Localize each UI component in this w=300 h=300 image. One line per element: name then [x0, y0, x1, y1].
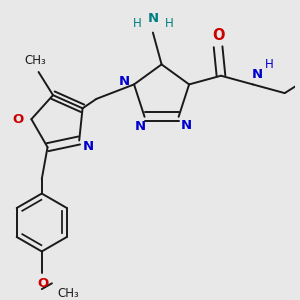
Text: H: H: [133, 17, 141, 30]
Text: O: O: [212, 28, 224, 43]
Text: O: O: [38, 277, 49, 290]
Text: N: N: [135, 120, 146, 134]
Text: O: O: [13, 113, 24, 126]
Text: N: N: [180, 119, 191, 132]
Text: N: N: [252, 68, 263, 81]
Text: H: H: [164, 17, 173, 30]
Text: H: H: [264, 58, 273, 70]
Text: N: N: [82, 140, 93, 153]
Text: N: N: [147, 12, 158, 25]
Text: CH₃: CH₃: [57, 287, 79, 300]
Text: CH₃: CH₃: [25, 54, 46, 67]
Text: N: N: [118, 75, 130, 88]
